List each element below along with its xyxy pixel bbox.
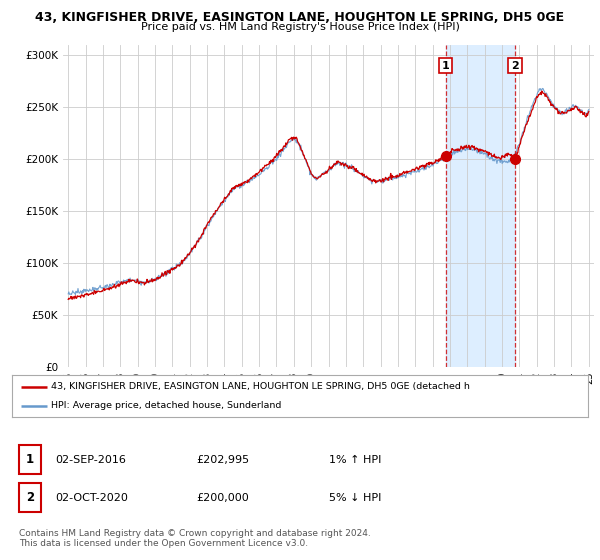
Text: £202,995: £202,995 — [196, 455, 250, 465]
FancyBboxPatch shape — [19, 483, 41, 512]
Text: 1: 1 — [26, 453, 34, 466]
Text: 5% ↓ HPI: 5% ↓ HPI — [329, 493, 381, 503]
Text: 02-SEP-2016: 02-SEP-2016 — [55, 455, 126, 465]
Text: 1% ↑ HPI: 1% ↑ HPI — [329, 455, 381, 465]
Text: 02-OCT-2020: 02-OCT-2020 — [55, 493, 128, 503]
Text: Contains HM Land Registry data © Crown copyright and database right 2024.
This d: Contains HM Land Registry data © Crown c… — [19, 529, 371, 548]
Text: HPI: Average price, detached house, Sunderland: HPI: Average price, detached house, Sund… — [51, 402, 281, 410]
FancyBboxPatch shape — [19, 445, 41, 474]
Text: 43, KINGFISHER DRIVE, EASINGTON LANE, HOUGHTON LE SPRING, DH5 0GE: 43, KINGFISHER DRIVE, EASINGTON LANE, HO… — [35, 11, 565, 24]
Text: Price paid vs. HM Land Registry's House Price Index (HPI): Price paid vs. HM Land Registry's House … — [140, 22, 460, 32]
Text: 43, KINGFISHER DRIVE, EASINGTON LANE, HOUGHTON LE SPRING, DH5 0GE (detached h: 43, KINGFISHER DRIVE, EASINGTON LANE, HO… — [51, 382, 470, 391]
Text: £200,000: £200,000 — [196, 493, 249, 503]
Text: 2: 2 — [26, 491, 34, 505]
Text: 2: 2 — [511, 60, 519, 71]
Bar — [446, 45, 515, 367]
Text: 1: 1 — [442, 60, 449, 71]
